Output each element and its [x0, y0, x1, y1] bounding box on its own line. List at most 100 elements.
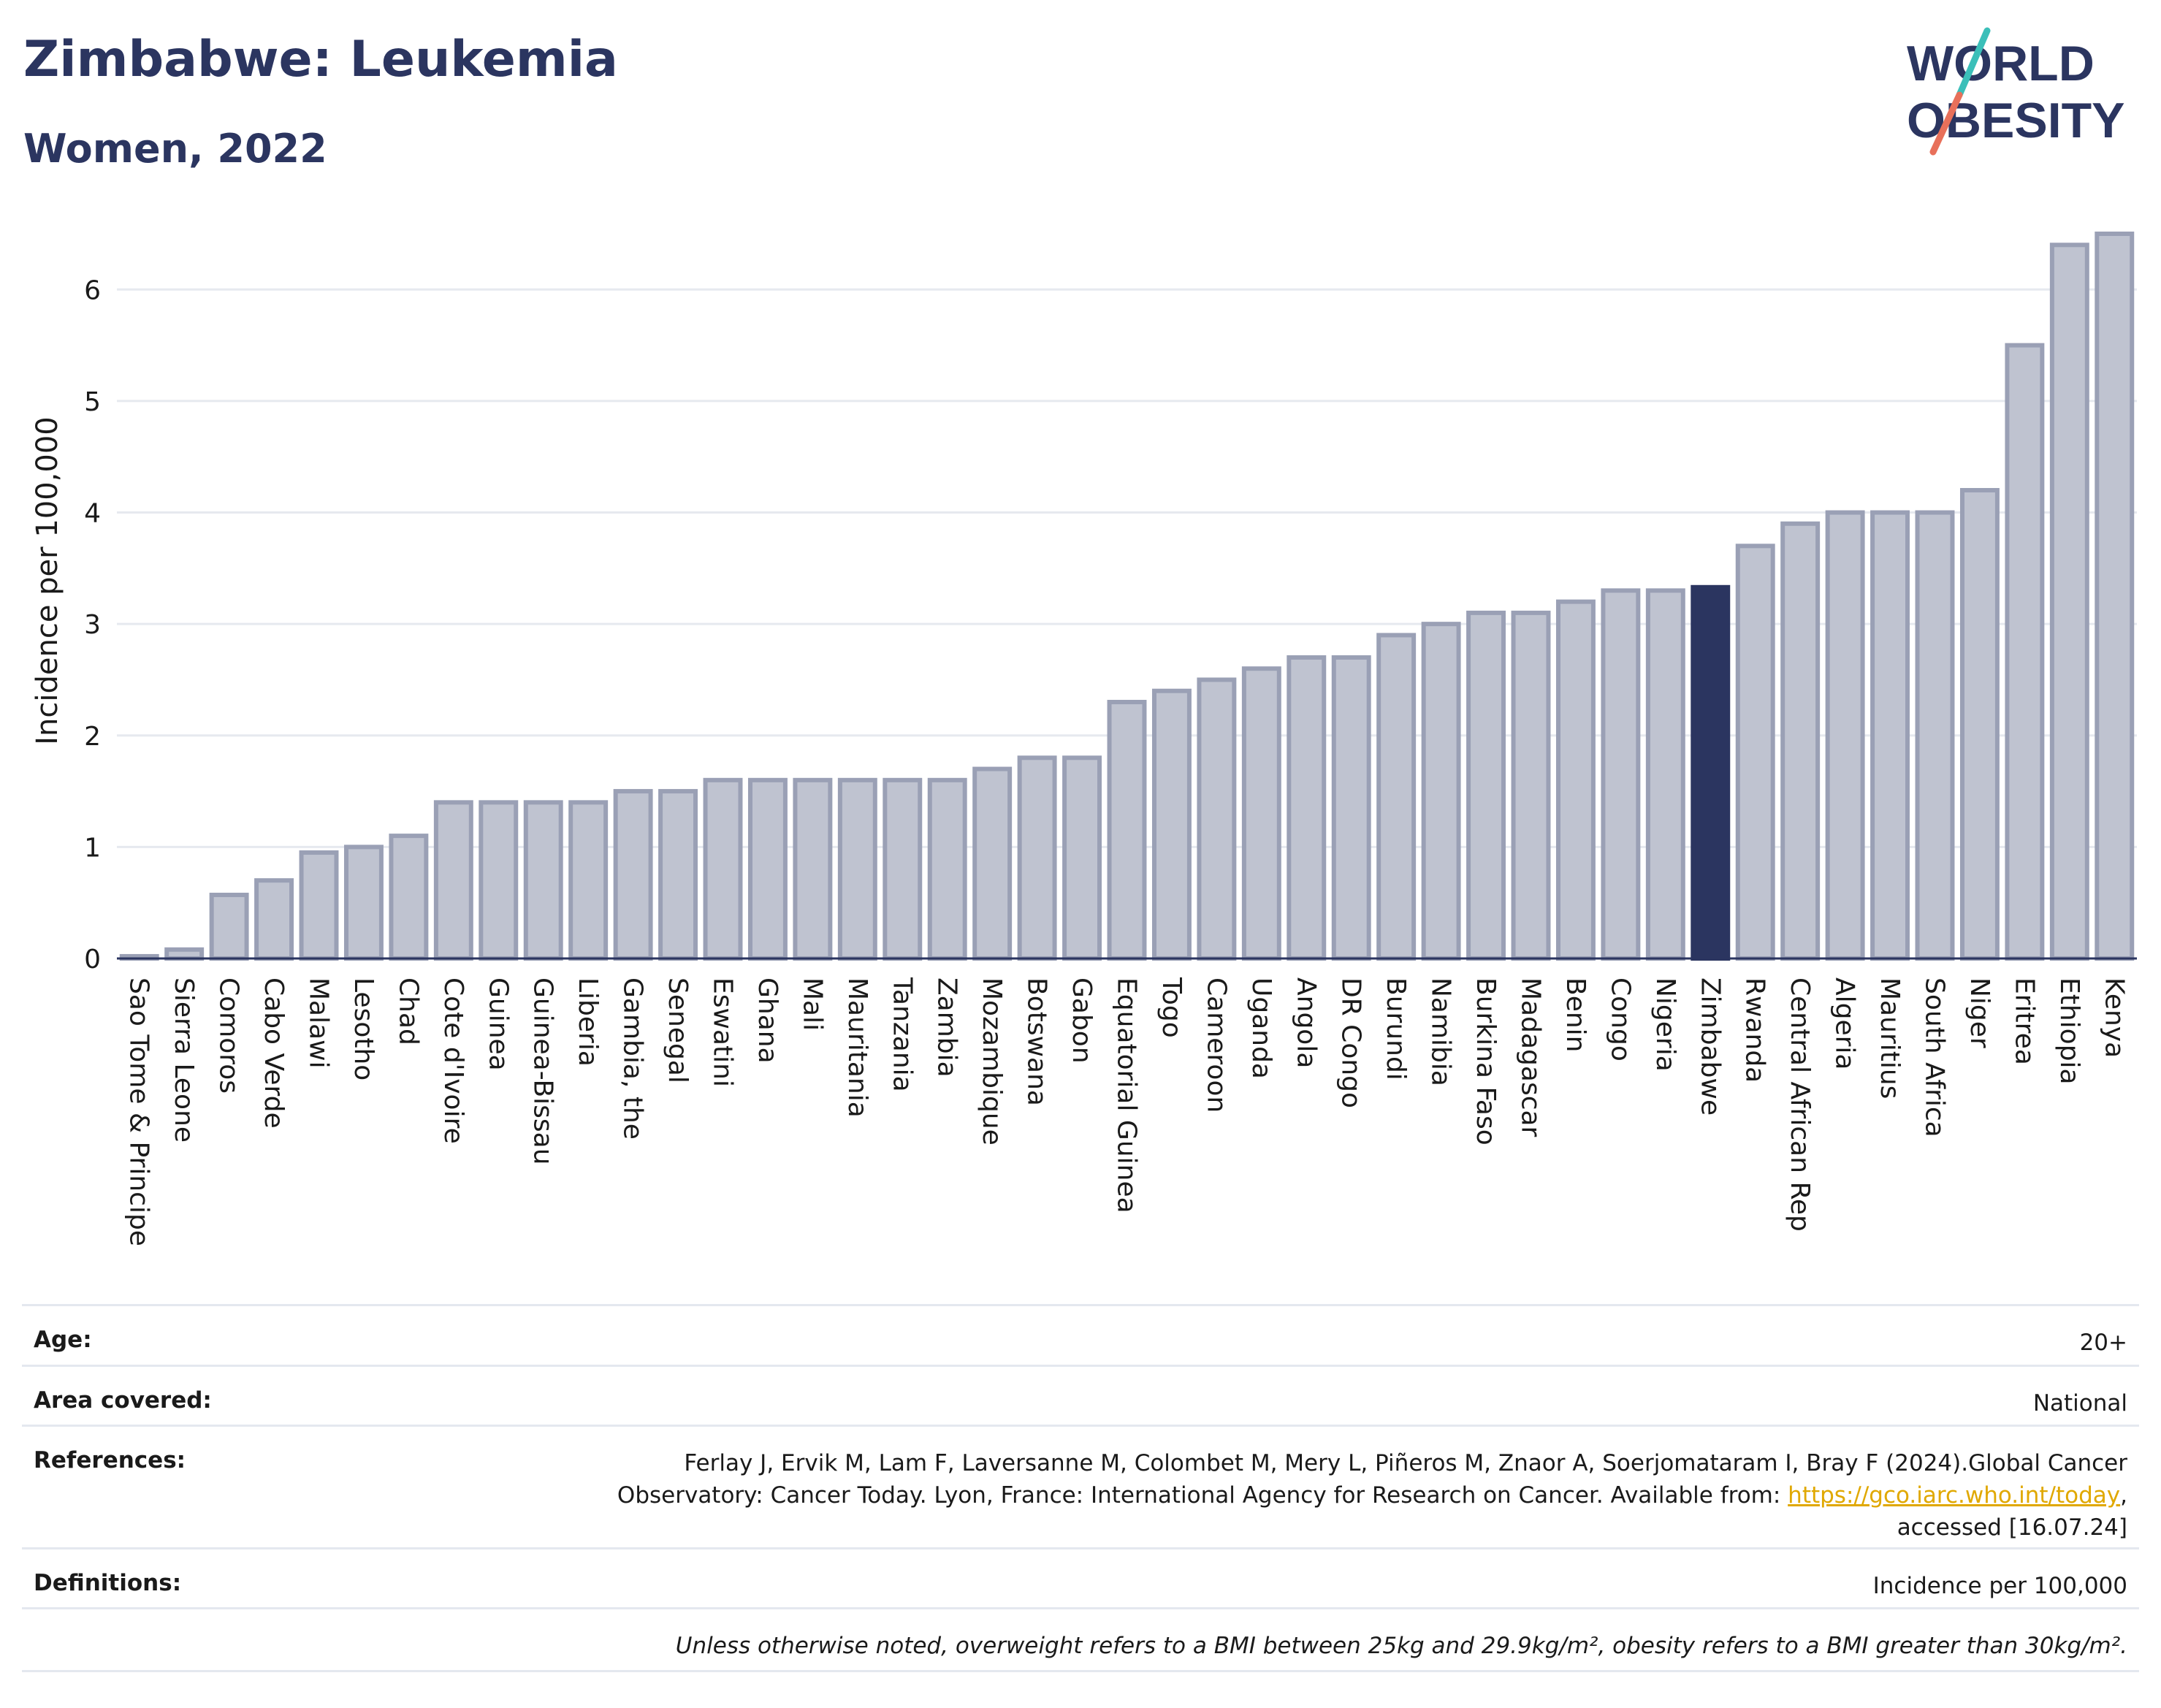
bar-burkina-faso: [1466, 610, 1506, 961]
x-tick-label: Cabo Verde: [259, 977, 289, 1129]
bar-niger: [1959, 488, 2000, 961]
bar-gabon: [1062, 755, 1102, 961]
bar-dr-congo: [1331, 655, 1371, 961]
references-link[interactable]: https://gco.iarc.who.int/today: [1788, 1482, 2121, 1509]
references-line2-text: Observatory: Cancer Today. Lyon, France:…: [617, 1482, 1788, 1509]
x-tick-label: Algeria: [1830, 977, 1860, 1070]
x-tick-label: Madagascar: [1516, 977, 1546, 1137]
bar-zambia: [927, 777, 967, 961]
x-tick-label: Gambia, the: [618, 977, 648, 1140]
x-tick-label: Cote d'Ivoire: [438, 977, 468, 1144]
bar-tanzania: [883, 777, 923, 961]
x-tick-label: Comoros: [214, 977, 244, 1094]
meta-row-age: Age: 20+: [22, 1304, 2139, 1365]
bar-central-african-rep: [1780, 521, 1821, 961]
bar-guinea-bissau: [523, 800, 563, 961]
meta-row-area: Area covered: National: [22, 1365, 2139, 1425]
y-tick-label: 3: [84, 610, 101, 640]
x-tick-label: Eswatini: [708, 977, 738, 1087]
y-axis-label: Incidence per 100,000: [31, 416, 64, 745]
x-tick-label: Chad: [393, 977, 423, 1045]
x-tick-label: Nigeria: [1650, 977, 1680, 1072]
y-tick-label: 0: [84, 945, 101, 975]
x-tick-label: Eritrea: [2009, 977, 2039, 1065]
references-value: Ferlay J, Ervik M, Lam F, Laversanne M, …: [617, 1447, 2127, 1544]
y-tick-label: 6: [84, 275, 101, 305]
bar-mauritania: [837, 777, 877, 961]
meta-row-note: Unless otherwise noted, overweight refer…: [22, 1607, 2139, 1672]
bmi-note: Unless otherwise noted, overweight refer…: [675, 1633, 2127, 1659]
x-tick-label: Malawi: [304, 977, 334, 1069]
definitions-label: Definitions:: [34, 1570, 182, 1596]
x-tick-label: Togo: [1156, 977, 1186, 1038]
x-tick-label: Gabon: [1067, 977, 1097, 1064]
bar-benin: [1555, 599, 1596, 961]
references-line3: accessed [16.07.24]: [1897, 1514, 2127, 1541]
x-tick-label: Rwanda: [1740, 977, 1770, 1083]
bar-nigeria: [1645, 588, 1685, 961]
x-tick-label: Senegal: [663, 977, 693, 1083]
bar-malawi: [299, 850, 339, 961]
bar-ethiopia: [2049, 243, 2089, 961]
x-tick-label: Mali: [797, 977, 827, 1031]
x-tick-label: Ethiopia: [2054, 977, 2084, 1085]
bar-eswatini: [703, 777, 743, 961]
bar-madagascar: [1511, 610, 1551, 961]
bar-cote-d-ivoire: [433, 800, 473, 961]
bar-lesotho: [343, 845, 384, 961]
x-tick-label: Zambia: [932, 977, 962, 1078]
references-line1: Ferlay J, Ervik M, Lam F, Laversanne M, …: [684, 1450, 2127, 1476]
x-tick-label: Burkina Faso: [1471, 977, 1501, 1145]
x-tick-label: Uganda: [1246, 977, 1276, 1079]
meta-row-references: References: Ferlay J, Ervik M, Lam F, La…: [22, 1425, 2139, 1547]
bar-guinea: [479, 800, 519, 961]
bar-mozambique: [972, 766, 1013, 961]
x-tick-label: Mauritius: [1875, 977, 1905, 1099]
bar-liberia: [568, 800, 609, 961]
y-tick-label: 5: [84, 387, 101, 417]
x-tick-label: South Africa: [1920, 977, 1950, 1137]
age-label: Age:: [34, 1327, 92, 1353]
logo-slash-red: [1929, 91, 1963, 156]
bar-angola: [1287, 655, 1327, 961]
x-tick-label: Equatorial Guinea: [1112, 977, 1142, 1213]
chart-title: Zimbabwe: Leukemia: [23, 31, 618, 88]
x-tick-label: Kenya: [2099, 977, 2129, 1058]
x-tick-label: Lesotho: [348, 977, 378, 1080]
x-tick-label: Benin: [1560, 977, 1590, 1052]
bar-mauritius: [1870, 510, 1910, 961]
x-tick-label: Central African Rep: [1785, 977, 1815, 1232]
bars: [117, 232, 2137, 961]
x-tick-label: Angola: [1291, 977, 1321, 1068]
bar-comoros: [209, 893, 249, 961]
meta-row-definitions: Definitions: Incidence per 100,000: [22, 1547, 2139, 1608]
x-tick-label: Cameroon: [1201, 977, 1231, 1113]
x-tick-label: Mozambique: [977, 977, 1007, 1145]
bar-kenya: [2095, 232, 2135, 961]
references-line2: Observatory: Cancer Today. Lyon, France:…: [617, 1479, 2127, 1511]
x-tick-label: Botswana: [1022, 977, 1052, 1106]
references-label: References:: [34, 1447, 186, 1473]
x-tick-label: Burundi: [1381, 977, 1411, 1080]
area-label: Area covered:: [34, 1387, 212, 1414]
bar-namibia: [1421, 622, 1461, 961]
bar-uganda: [1241, 666, 1281, 961]
x-axis-labels: Sao Tome & Principe Sierra Leone Comoros Ca…: [124, 977, 2130, 1246]
bar-cabo-verde: [254, 878, 294, 961]
area-value: National: [2032, 1390, 2127, 1417]
age-value: 20+: [2079, 1330, 2127, 1356]
bar-gambia-the: [613, 789, 653, 961]
logo-line2: OBESITY: [1907, 93, 2125, 148]
bar-mali: [793, 777, 833, 961]
bar-botswana: [1017, 755, 1057, 961]
bar-equatorial-guinea: [1107, 699, 1147, 961]
bar-south-africa: [1915, 510, 1955, 961]
y-tick-label: 1: [84, 833, 101, 863]
x-tick-label: Guinea-Bissau: [528, 977, 558, 1165]
bar-eritrea: [2005, 343, 2045, 961]
bar-zimbabwe: [1691, 584, 1731, 961]
x-tick-label: Congo: [1605, 977, 1635, 1061]
definitions-value: Incidence per 100,000: [1872, 1573, 2127, 1599]
y-tick-label: 2: [84, 722, 101, 752]
x-tick-label: Tanzania: [887, 977, 917, 1092]
